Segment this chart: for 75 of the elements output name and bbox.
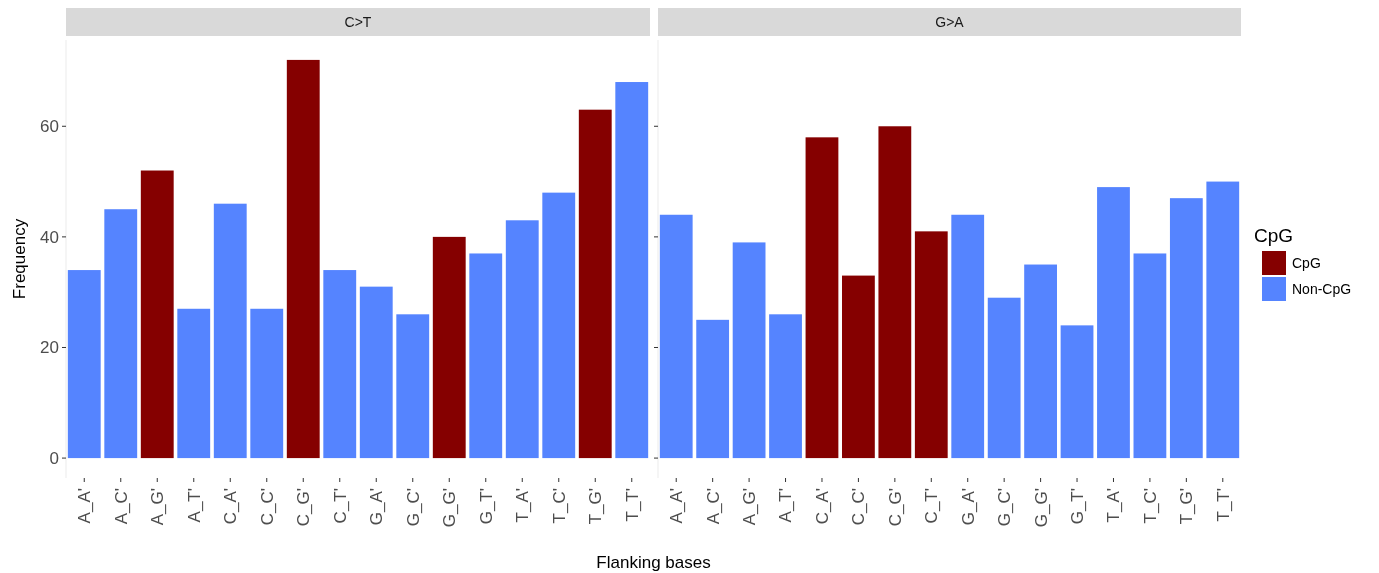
y-axis-title: Frequency — [10, 218, 29, 300]
x-tick-label: A_T' — [776, 488, 796, 523]
bar — [878, 126, 912, 459]
x-tick-label: A_A' — [667, 488, 687, 524]
x-tick-label: C_A' — [812, 488, 832, 525]
bar — [469, 253, 503, 459]
legend-title: CpG — [1254, 225, 1294, 246]
bar — [505, 220, 539, 459]
x-tick-label: A_G' — [148, 488, 168, 526]
x-tick-label: A_C' — [703, 488, 723, 525]
y-tick-label: 40 — [40, 227, 59, 247]
bar — [323, 270, 357, 459]
chart-title: G>A — [935, 14, 965, 30]
bar — [578, 109, 612, 459]
bar — [177, 308, 211, 459]
x-axis-title: Flanking bases — [596, 553, 711, 572]
y-tick-label: 0 — [49, 449, 59, 469]
x-tick-label: G_T' — [476, 488, 496, 525]
x-tick-label: G_A' — [367, 488, 387, 526]
bar — [914, 231, 948, 459]
x-tick-label: T_A' — [513, 488, 533, 523]
x-tick-label: G_C' — [403, 488, 423, 527]
bar — [213, 203, 247, 459]
bar — [432, 236, 466, 459]
bar — [1169, 198, 1203, 459]
x-tick-label: C_G' — [885, 488, 905, 527]
x-tick-label: A_C' — [111, 488, 131, 525]
bar — [1097, 187, 1130, 459]
x-tick-label: C_C' — [257, 488, 277, 526]
bar — [250, 308, 284, 459]
chart-title: C>T — [344, 14, 372, 30]
x-tick-label: T_A' — [1104, 488, 1124, 523]
x-tick-label: A_A' — [75, 488, 95, 524]
bar — [1024, 264, 1057, 459]
bar — [732, 242, 766, 459]
x-tick-label: C_C' — [849, 488, 869, 526]
x-tick-label: T_T' — [622, 488, 642, 522]
bar — [286, 59, 320, 459]
bar — [140, 170, 174, 459]
legend-label: Non-CpG — [1292, 280, 1352, 297]
bar — [67, 270, 101, 459]
bar — [1133, 253, 1167, 459]
bar — [104, 209, 138, 459]
bar — [1206, 181, 1240, 459]
x-tick-label: A_T' — [184, 488, 204, 523]
x-tick-label: T_C' — [549, 488, 569, 524]
x-tick-label: C_T' — [330, 488, 350, 524]
bar — [769, 314, 802, 459]
bar — [396, 314, 430, 459]
x-tick-label: C_T' — [922, 488, 942, 524]
bar — [696, 319, 730, 459]
bar — [805, 137, 839, 459]
x-tick-label: T_G' — [586, 488, 606, 525]
x-tick-label: T_T' — [1213, 488, 1233, 522]
bar — [842, 275, 875, 459]
x-tick-label: A_G' — [740, 488, 760, 526]
bar — [359, 286, 393, 459]
x-tick-label: G_G' — [1031, 488, 1051, 528]
x-tick-label: C_G' — [294, 488, 314, 527]
bar — [542, 192, 576, 459]
bar — [1060, 325, 1094, 459]
bar — [987, 297, 1021, 459]
x-tick-label: G_A' — [958, 488, 978, 526]
x-tick-label: G_G' — [440, 488, 460, 528]
y-tick-label: 20 — [40, 338, 59, 358]
x-tick-label: G_T' — [1067, 488, 1087, 525]
legend-label: CpG — [1292, 254, 1321, 271]
x-tick-label: T_G' — [1177, 488, 1197, 525]
x-tick-label: C_A' — [221, 488, 241, 525]
y-tick-label: 60 — [40, 117, 59, 137]
x-tick-label: G_C' — [995, 488, 1015, 527]
bar — [615, 82, 649, 459]
x-tick-label: T_C' — [1140, 488, 1160, 524]
bar — [659, 214, 693, 459]
bar — [951, 214, 985, 459]
